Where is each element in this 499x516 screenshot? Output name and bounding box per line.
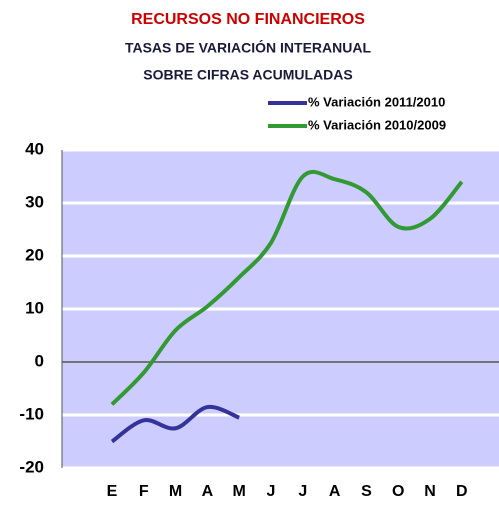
chart-subtitle: TASAS DE VARIACIÓN INTERANUAL xyxy=(125,39,371,56)
x-tick-label: A xyxy=(329,483,341,500)
line-series xyxy=(110,169,464,406)
x-tick-label: J xyxy=(298,483,307,500)
legend-label: % Variación 2011/2010 xyxy=(308,94,445,109)
x-tick-label: F xyxy=(139,483,149,500)
x-tick-label: J xyxy=(267,483,276,500)
chart-subtitle: SOBRE CIFRAS ACUMULADAS xyxy=(143,67,352,83)
y-tick-label: 20 xyxy=(25,245,44,264)
y-tick-label: -10 xyxy=(19,404,44,423)
y-tick-label: 40 xyxy=(25,139,44,158)
x-tick-label: M xyxy=(233,483,246,500)
legend-label: % Variación 2010/2009 xyxy=(308,117,446,132)
line-series xyxy=(110,404,240,444)
x-tick-label: E xyxy=(107,483,118,500)
y-tick-label: 30 xyxy=(25,192,44,211)
x-tick-label: O xyxy=(392,483,404,500)
x-tick-label: S xyxy=(361,483,372,500)
x-tick-label: D xyxy=(456,483,468,500)
y-tick-label: -20 xyxy=(19,457,44,476)
y-tick-label: 0 xyxy=(35,351,44,370)
x-tick-label: N xyxy=(424,483,436,500)
x-tick-label: A xyxy=(202,483,214,500)
x-tick-label: M xyxy=(169,483,182,500)
chart-title: RECURSOS NO FINANCIEROS xyxy=(131,11,365,28)
y-tick-label: 10 xyxy=(25,298,44,317)
